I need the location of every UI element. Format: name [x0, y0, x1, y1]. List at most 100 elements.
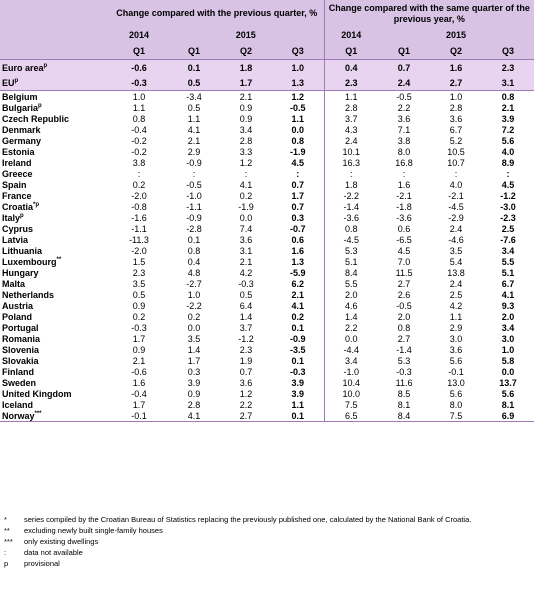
country-label: Bulgaria: [2, 102, 39, 113]
value-cell: -0.4: [131, 124, 147, 135]
value-cell: 2.3: [132, 267, 146, 278]
footnote-text: provisional: [24, 559, 60, 568]
value-cell: 0.5: [132, 289, 146, 300]
value-cell: 5.6: [449, 388, 463, 399]
country-label: Greece: [2, 168, 33, 179]
value-cell: 2.2: [397, 102, 411, 113]
value-cell: 8.4: [323, 267, 379, 278]
value-cell: 0.9: [132, 344, 146, 355]
value-cell: 3.0: [501, 333, 515, 344]
header-quarter: Q3: [272, 43, 325, 60]
value-cell: 5.5: [323, 278, 379, 289]
value-cell: -3.4: [186, 91, 202, 102]
header-row-groups: Change compared with the previous quarte…: [0, 0, 535, 27]
country-label: Poland: [2, 311, 33, 322]
value-cell: 3.6: [397, 113, 411, 124]
row-country-name: Euro areap: [0, 59, 110, 75]
country-label: Malta: [2, 278, 26, 289]
value-cell: 2.9: [449, 322, 463, 333]
value-cell: 3.8: [397, 135, 411, 146]
value-cell: 2.2: [323, 322, 379, 333]
table-row: Greece::::::::: [0, 168, 534, 179]
table-row: Croatia*p -0.8 -1.1 -1.9 0.7 -1.4 -1.8 -4.5 -3.0: [0, 201, 534, 212]
country-label: Slovakia: [2, 355, 39, 366]
value-cell: 2.9: [187, 146, 201, 157]
row-country-name: Slovenia: [0, 344, 110, 355]
row-country-name: France: [0, 190, 110, 201]
value-cell: -1.0: [186, 190, 202, 201]
country-label: Ireland: [2, 157, 32, 168]
value-cell: 2.1: [501, 102, 515, 113]
value-cell: 5.6: [501, 388, 515, 399]
value-cell: 0.5: [239, 289, 253, 300]
footnote: p provisional: [0, 558, 540, 569]
country-label: Croatia: [2, 201, 34, 212]
value-cell: 3.9: [501, 113, 515, 124]
row-country-name: Slovakia: [0, 355, 110, 366]
value-cell: 2.3: [482, 59, 535, 75]
value-cell: 1.6: [291, 245, 305, 256]
table-row: Norway*** -0.1 4.1 2.7 0.1 6.5 8.4 7.5 6.9: [0, 410, 535, 422]
country-footnote-mark: p: [43, 62, 48, 69]
row-country-name: Bulgariap: [0, 102, 110, 113]
value-cell: 6.7: [501, 278, 515, 289]
value-cell: -3.6: [323, 212, 379, 223]
value-cell: 13.0: [447, 377, 465, 388]
value-cell: 1.6: [132, 377, 146, 388]
value-cell: 2.7: [397, 278, 411, 289]
country-footnote-mark: p: [14, 77, 19, 84]
value-cell: 3.7: [323, 113, 379, 124]
table-row: Euro areap -0.6 0.1 1.8 1.0 0.4 0.7 1.6 2.3: [0, 59, 535, 75]
value-cell: 0.1: [291, 322, 305, 333]
value-cell: -2.0: [131, 245, 147, 256]
value-cell: 1.0: [272, 59, 325, 75]
value-cell: 6.5: [323, 410, 379, 422]
value-cell: 0.9: [239, 102, 253, 113]
value-cell: 3.9: [187, 377, 201, 388]
table-row: Austria 0.9 -2.2 6.4 4.1 4.6 -0.5 4.2 9.3: [0, 300, 534, 311]
footnote-symbol: *: [4, 515, 7, 524]
footnote-symbol: ***: [4, 537, 13, 546]
table-row: Cyprus -1.1 -2.8 7.4 -0.7 0.8 0.6 2.4 2.5: [0, 223, 534, 234]
value-cell: 8.4: [378, 410, 431, 422]
value-cell: -0.8: [131, 201, 147, 212]
value-cell: 0.0: [501, 366, 515, 377]
table-row: Sweden 1.6 3.9 3.6 3.9 10.4 11.6 13.0 13.7: [0, 377, 534, 388]
header-quarter: Q1: [110, 43, 168, 60]
table-row: Germany -0.2 2.1 2.8 0.8 2.4 3.8 5.2 5.6: [0, 135, 534, 146]
table-row: Malta 3.5 -2.7 -0.3 6.2 5.5 2.7 2.4 6.7: [0, 278, 534, 289]
value-cell: 4.1: [168, 410, 220, 422]
value-cell: 0.9: [132, 300, 146, 311]
value-cell: 2.7: [397, 333, 411, 344]
value-cell: 6.9: [482, 410, 535, 422]
value-cell: 1.2: [291, 91, 305, 102]
value-cell: 1.6: [397, 179, 411, 190]
value-cell: 2.4: [378, 75, 431, 91]
value-cell: -7.6: [500, 234, 516, 245]
value-cell: 3.5: [449, 245, 463, 256]
header-row-years: 2014 2015 2014 2015: [0, 27, 535, 43]
row-country-name: Finland: [0, 366, 110, 377]
value-cell: -0.1: [448, 366, 464, 377]
value-cell: 4.1: [291, 300, 305, 311]
value-cell: -0.7: [290, 223, 306, 234]
value-cell: 2.8: [239, 135, 253, 146]
value-cell: 1.0: [501, 344, 515, 355]
footnotes: * series compiled by the Croatian Bureau …: [0, 514, 540, 569]
value-cell: 3.6: [239, 377, 253, 388]
value-cell: 4.1: [501, 289, 515, 300]
value-cell: 6.4: [239, 300, 253, 311]
value-cell: -2.3: [500, 212, 516, 223]
value-cell: 0.7: [239, 366, 253, 377]
value-cell: 7.1: [397, 124, 411, 135]
value-cell: 3.4: [239, 124, 253, 135]
country-label: Luxembourg: [2, 256, 57, 267]
header-quarter: Q2: [430, 43, 483, 60]
value-cell: -0.5: [396, 300, 412, 311]
value-cell: 1.7: [132, 333, 146, 344]
header-year: 2014: [323, 27, 379, 43]
country-label: Austria: [2, 300, 34, 311]
row-country-name: Denmark: [0, 124, 110, 135]
value-cell: 2.3: [239, 344, 253, 355]
footnote-symbol: p: [4, 559, 9, 568]
